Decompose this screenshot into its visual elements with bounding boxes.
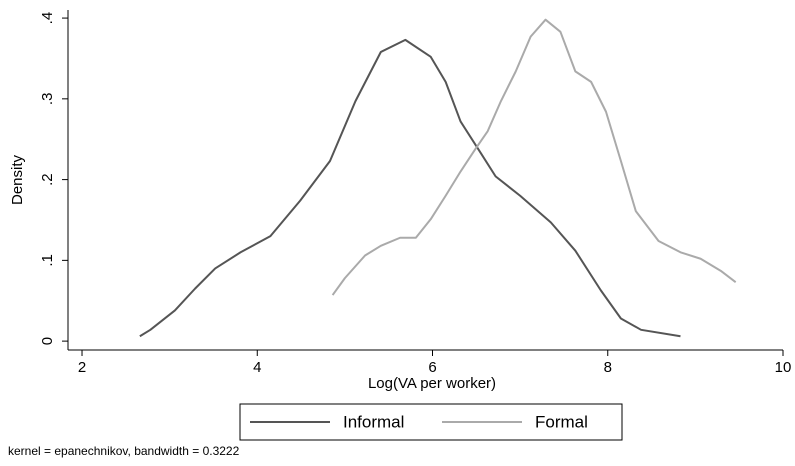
x-tick-label: 8 [604,359,612,376]
legend-label: Informal [343,412,404,431]
y-tick-label: .1 [39,254,56,267]
y-tick-label: .3 [39,93,56,106]
x-tick-label: 2 [78,359,86,376]
note: kernel = epanechnikov, bandwidth = 0.322… [8,444,240,458]
density-line [139,38,681,338]
legend-label: Formal [535,412,588,431]
y-tick-label: .4 [39,12,56,25]
y-tick-label: 0 [39,337,56,345]
x-axis-label: Log(VA per worker) [368,375,496,392]
x-tick-label: 10 [775,359,792,376]
density-line [331,18,737,296]
x-tick-label: 6 [428,359,436,376]
x-tick-label: 4 [253,359,261,376]
y-tick-label: .2 [39,173,56,186]
y-axis-label: Density [9,154,26,205]
